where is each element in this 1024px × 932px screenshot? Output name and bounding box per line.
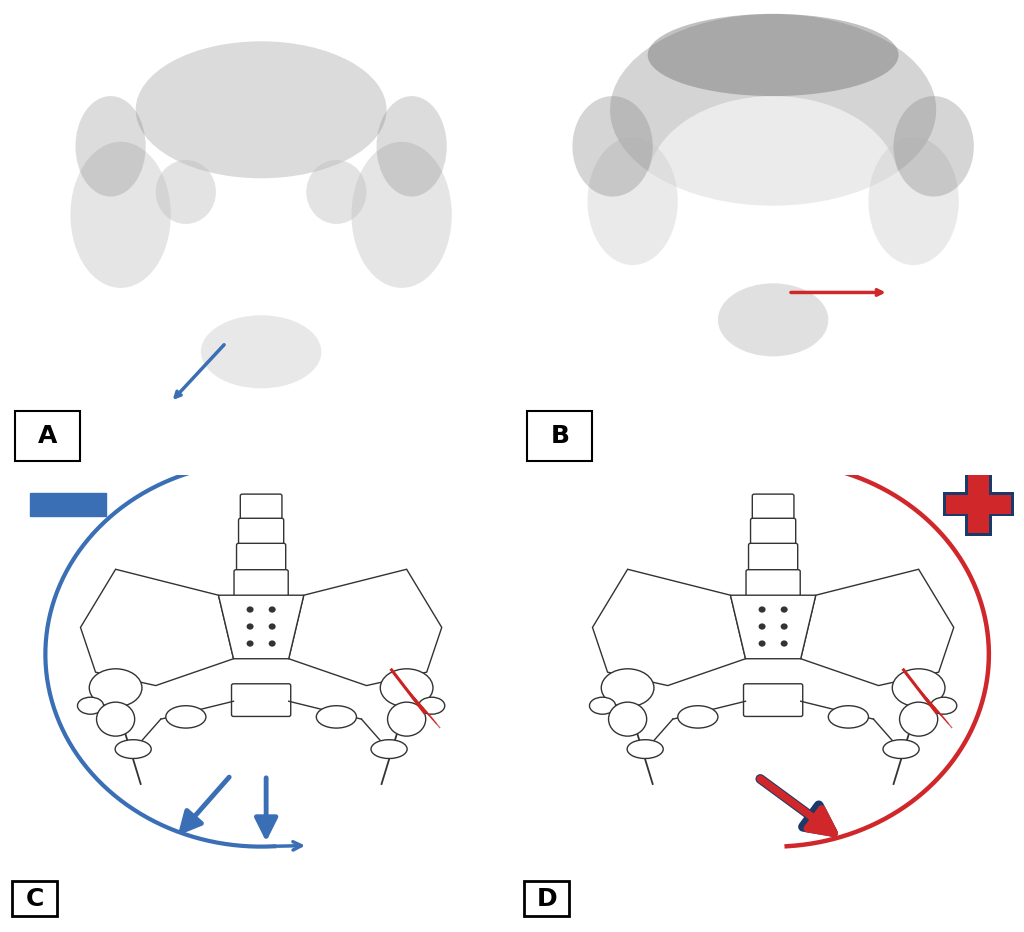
Circle shape [780, 607, 787, 612]
Circle shape [608, 702, 647, 736]
Ellipse shape [380, 669, 433, 706]
Ellipse shape [86, 21, 436, 272]
Text: D: D [537, 886, 557, 911]
Ellipse shape [648, 14, 899, 96]
Circle shape [268, 607, 275, 612]
Ellipse shape [601, 669, 654, 706]
Text: B: B [550, 424, 569, 448]
FancyBboxPatch shape [239, 518, 284, 544]
Circle shape [780, 624, 787, 630]
Circle shape [387, 702, 426, 736]
Polygon shape [289, 569, 441, 686]
Circle shape [268, 640, 275, 647]
Ellipse shape [148, 135, 374, 295]
Ellipse shape [115, 740, 152, 759]
FancyBboxPatch shape [743, 684, 803, 717]
Ellipse shape [648, 96, 899, 269]
FancyBboxPatch shape [749, 543, 798, 570]
Circle shape [899, 702, 938, 736]
FancyBboxPatch shape [237, 543, 286, 570]
Ellipse shape [351, 142, 452, 288]
Ellipse shape [588, 137, 678, 265]
Bar [969, 475, 989, 533]
Bar [943, 492, 1015, 516]
Circle shape [268, 624, 275, 630]
Ellipse shape [306, 160, 367, 224]
Ellipse shape [89, 669, 142, 706]
Circle shape [247, 607, 254, 612]
Circle shape [96, 702, 135, 736]
Ellipse shape [371, 740, 408, 759]
Ellipse shape [76, 96, 145, 197]
FancyBboxPatch shape [751, 518, 796, 544]
Circle shape [759, 624, 766, 630]
Ellipse shape [868, 137, 958, 265]
Text: A: A [38, 424, 57, 448]
Ellipse shape [883, 740, 920, 759]
Polygon shape [730, 596, 816, 659]
Polygon shape [593, 569, 745, 686]
FancyBboxPatch shape [12, 881, 57, 916]
Ellipse shape [201, 315, 322, 389]
Polygon shape [81, 569, 233, 686]
Ellipse shape [377, 96, 446, 197]
Ellipse shape [135, 41, 387, 178]
Circle shape [759, 607, 766, 612]
Ellipse shape [572, 96, 652, 197]
Ellipse shape [610, 14, 936, 206]
FancyBboxPatch shape [234, 569, 288, 597]
FancyBboxPatch shape [527, 411, 593, 461]
FancyBboxPatch shape [241, 494, 282, 519]
FancyBboxPatch shape [524, 881, 569, 916]
Ellipse shape [316, 706, 356, 728]
Ellipse shape [828, 706, 868, 728]
Bar [966, 473, 992, 536]
Polygon shape [218, 596, 304, 659]
Bar [946, 495, 1012, 514]
FancyBboxPatch shape [231, 684, 291, 717]
Ellipse shape [698, 211, 848, 310]
Ellipse shape [71, 142, 171, 288]
Ellipse shape [590, 697, 615, 714]
FancyBboxPatch shape [15, 411, 81, 461]
Text: C: C [26, 886, 44, 911]
Ellipse shape [627, 740, 664, 759]
Circle shape [780, 640, 787, 647]
Polygon shape [801, 569, 953, 686]
Ellipse shape [892, 669, 945, 706]
Circle shape [759, 640, 766, 647]
Ellipse shape [931, 697, 956, 714]
Circle shape [247, 640, 254, 647]
Circle shape [247, 624, 254, 630]
Ellipse shape [78, 697, 103, 714]
Ellipse shape [419, 697, 444, 714]
Ellipse shape [678, 706, 718, 728]
Ellipse shape [718, 283, 828, 356]
Ellipse shape [156, 160, 216, 224]
Bar [31, 493, 105, 515]
Ellipse shape [166, 706, 206, 728]
FancyBboxPatch shape [753, 494, 794, 519]
Ellipse shape [181, 238, 341, 348]
Ellipse shape [894, 96, 974, 197]
FancyBboxPatch shape [746, 569, 800, 597]
